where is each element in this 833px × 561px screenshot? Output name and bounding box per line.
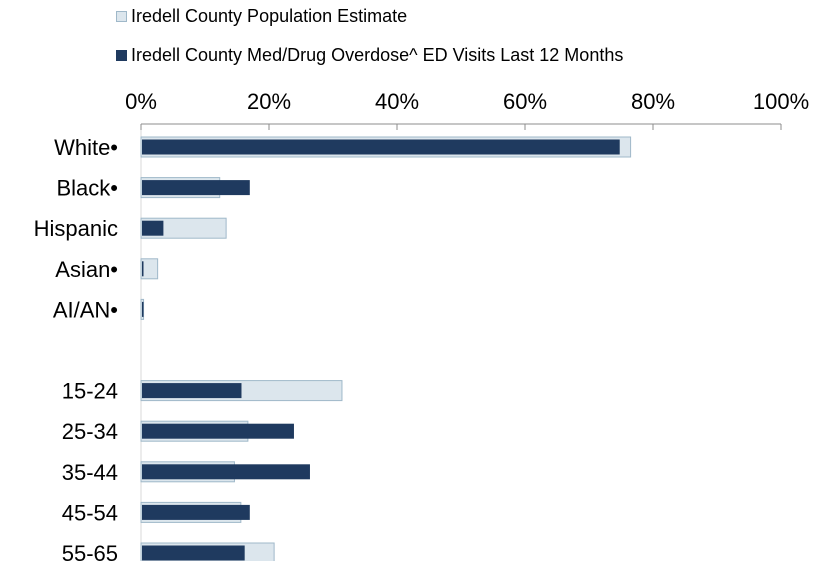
legend-label-population: Iredell County Population Estimate [131, 6, 408, 26]
category-label: 25-34 [62, 419, 118, 444]
x-tick-label: 60% [503, 89, 547, 114]
bar-ed-visits [142, 383, 242, 399]
bar-ed-visits [142, 139, 620, 155]
x-tick-label: 20% [247, 89, 291, 114]
category-label: Hispanic [34, 216, 118, 241]
legend-label-ed-visits: Iredell County Med/Drug Overdose^ ED Vis… [131, 45, 624, 65]
bar-population [140, 258, 159, 280]
category-label: AI/AN• [53, 297, 118, 322]
x-tick-label: 0% [125, 89, 157, 114]
bar-ed-visits [142, 504, 250, 520]
bar-ed-visits [142, 545, 245, 561]
category-label: 45-54 [62, 500, 118, 525]
bar-ed-visits [142, 301, 144, 317]
x-axis: 0% 20% 40% 60% 80% 100% [125, 89, 809, 561]
category-label: White• [54, 135, 118, 160]
bar-ed-visits [142, 220, 164, 236]
x-tick-label: 100% [753, 89, 809, 114]
bar-ed-visits [142, 423, 294, 439]
legend-item-population: Iredell County Population Estimate [116, 6, 407, 27]
category-label: 55-65 [62, 541, 118, 561]
x-tick-label: 40% [375, 89, 419, 114]
category-label: 35-44 [62, 460, 118, 485]
x-tick-label: 80% [631, 89, 675, 114]
bar-ed-visits [142, 180, 250, 196]
category-label: Asian• [55, 257, 118, 282]
bar-ed-visits [142, 261, 144, 277]
bars [140, 136, 632, 561]
legend-swatch-population [116, 11, 127, 22]
category-labels: White• Black• Hispanic Asian• AI/AN• 15-24 25-… [34, 135, 118, 561]
legend-swatch-ed-visits [116, 50, 127, 61]
bar-ed-visits [142, 464, 310, 480]
category-label: 15-24 [62, 379, 118, 404]
category-label: Black• [57, 176, 119, 201]
legend-item-ed-visits: Iredell County Med/Drug Overdose^ ED Vis… [116, 45, 623, 66]
